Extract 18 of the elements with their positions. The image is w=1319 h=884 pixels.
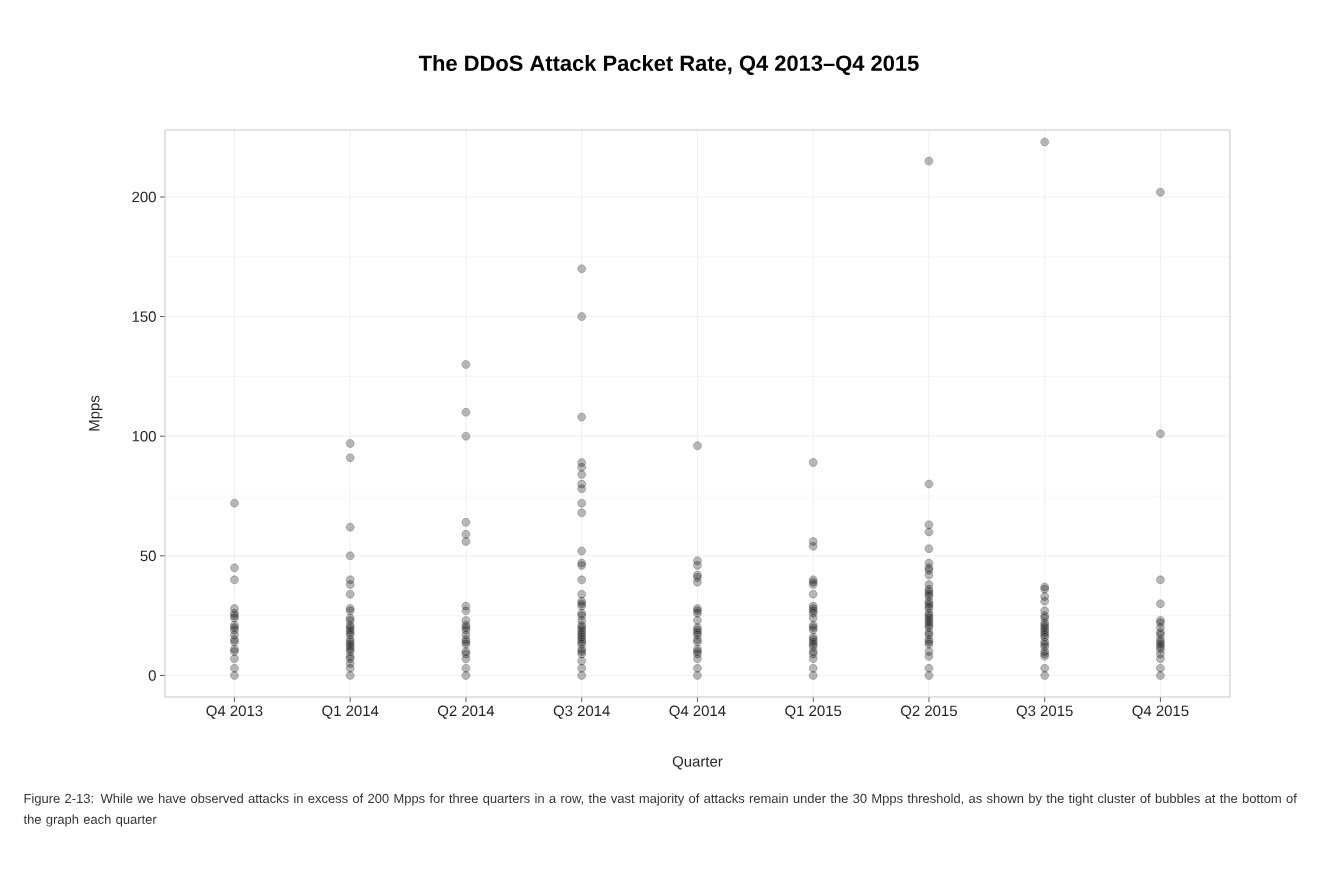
x-tick-label: Q3 2015 xyxy=(1016,705,1073,719)
y-tick-label: 100 xyxy=(132,430,156,442)
y-tick-label: 0 xyxy=(148,670,156,681)
chart-title: The DDoS Attack Packet Rate, Q4 2013–Q4 2015 xyxy=(418,54,919,76)
x-tick-label: Q3 2014 xyxy=(553,705,610,719)
y-tick-label: 200 xyxy=(132,191,156,203)
x-tick-label: Q1 2014 xyxy=(322,705,379,719)
x-axis-title: Quarter xyxy=(672,756,723,770)
x-tick-label: Q2 2014 xyxy=(437,705,495,719)
y-tick-label: 50 xyxy=(140,550,156,562)
x-tick-label: Q4 2015 xyxy=(1132,705,1189,719)
x-tick-label: Q1 2015 xyxy=(785,705,842,719)
caption: Figure 2-13: While we have observed attacks in excess of 200 Mpps for three quarters in a row, the vast majority of attacks remain under the 30 Mpps threshold, as shown by the tight cluster of bubbles at the bottom of the graph each quarter xyxy=(23,793,1297,827)
x-tick-label: Q4 2013 xyxy=(206,705,263,719)
x-tick-label: Q2 2015 xyxy=(900,705,957,719)
y-axis-title: Mpps xyxy=(89,395,103,431)
y-tick-label: 150 xyxy=(132,311,156,322)
x-tick-label: Q4 2014 xyxy=(669,705,726,719)
